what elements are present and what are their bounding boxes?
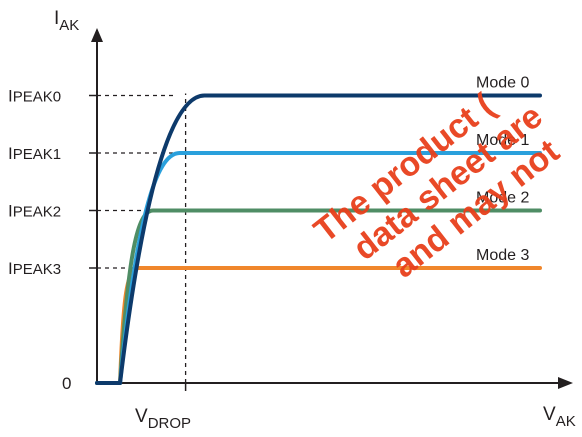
series-label: Mode 3 <box>476 247 529 264</box>
y-axis-arrow-icon <box>91 28 103 42</box>
x-axis-label: VAK <box>543 404 576 430</box>
series-label: Mode 0 <box>476 75 529 92</box>
x-axis-arrow-icon <box>558 377 573 389</box>
y-axis-label: IAK <box>54 8 79 34</box>
watermark: The product ( data sheet are and may not <box>307 86 567 285</box>
series-line <box>95 266 542 385</box>
series-label: Mode 2 <box>476 190 529 207</box>
y-tick-label: IPEAK3 <box>8 259 61 278</box>
y-tick-label: IPEAK1 <box>8 144 61 163</box>
series-label: Mode 1 <box>476 132 529 149</box>
y-tick-label: IPEAK2 <box>8 202 61 221</box>
x-marker-label: VDROP <box>135 406 191 432</box>
y-tick-label: IPEAK0 <box>8 87 61 106</box>
series-line <box>95 93 542 385</box>
y-zero-label: 0 <box>62 374 71 393</box>
